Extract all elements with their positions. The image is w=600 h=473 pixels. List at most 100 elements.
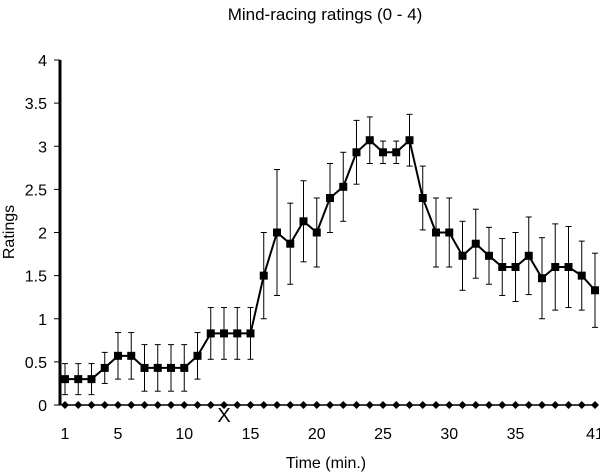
data-point [405, 136, 414, 145]
data-point [273, 228, 281, 237]
data-point [220, 401, 228, 409]
x-tick-label: 1 [61, 426, 70, 443]
x-tick-label: 30 [440, 426, 458, 443]
data-point [114, 351, 122, 360]
data-point [180, 363, 189, 372]
data-point [233, 329, 242, 338]
series-1 [61, 113, 599, 396]
data-point [153, 401, 162, 409]
data-point [524, 401, 533, 409]
data-point [498, 401, 507, 409]
data-point [127, 351, 136, 360]
y-tick-label: 0 [38, 398, 47, 415]
y-tick-label: 3.5 [25, 96, 47, 113]
data-point [206, 329, 215, 338]
x-tick-label: 5 [114, 426, 123, 443]
data-point [100, 363, 109, 372]
y-tick-label: 2 [38, 226, 47, 243]
data-point [180, 401, 189, 409]
data-point [458, 401, 467, 409]
data-point [498, 263, 507, 271]
data-point [445, 401, 454, 409]
data-point [193, 401, 202, 409]
data-point [511, 263, 520, 271]
data-point [74, 401, 83, 409]
data-point [312, 228, 321, 237]
x-tick-label: 25 [374, 426, 392, 443]
x-tick-label: 10 [175, 426, 193, 443]
data-point [551, 401, 560, 409]
data-point [511, 401, 520, 409]
data-point [392, 401, 401, 409]
x-tick-label: 35 [507, 426, 525, 443]
data-point [564, 401, 573, 409]
data-point [100, 401, 109, 409]
chart-title: Mind-racing ratings (0 - 4) [228, 5, 423, 24]
data-point [365, 136, 374, 145]
y-tick-label: 1.5 [25, 269, 47, 286]
x-marker-annotation: X [217, 405, 230, 427]
data-point [87, 375, 96, 384]
data-point [299, 217, 308, 226]
data-point [61, 401, 69, 409]
data-point [312, 401, 321, 409]
data-point [167, 401, 175, 409]
y-axis-ticks: 0 0.5 1 1.5 2 2.5 3 3.5 4 [25, 53, 60, 415]
data-point [259, 271, 268, 280]
data-point [339, 182, 348, 191]
y-axis-title: Ratings [1, 205, 18, 259]
data-point [220, 329, 228, 338]
y-tick-label: 3 [38, 139, 47, 156]
data-point [564, 263, 573, 271]
data-point [379, 401, 387, 409]
data-point [591, 286, 599, 295]
data-point [365, 401, 374, 409]
data-point [127, 401, 136, 409]
data-point [206, 401, 215, 409]
y-tick-label: 0.5 [25, 355, 47, 372]
data-point [74, 375, 83, 384]
data-point [246, 401, 255, 409]
data-point [299, 401, 308, 409]
data-point [114, 401, 122, 409]
data-point [193, 351, 202, 360]
data-point [471, 239, 480, 248]
data-point [458, 251, 467, 260]
data-point [167, 363, 175, 372]
data-point [286, 239, 295, 248]
data-point [352, 148, 361, 157]
data-point [286, 401, 295, 409]
series-2 [61, 401, 599, 409]
data-point [485, 401, 493, 409]
data-point [392, 148, 401, 157]
data-point [352, 401, 361, 409]
plot-area [61, 113, 599, 409]
x-tick-label: 41 [586, 426, 600, 443]
data-point [233, 401, 242, 409]
data-point [432, 228, 440, 237]
data-point [153, 363, 162, 372]
data-point [538, 401, 546, 409]
data-point [432, 401, 440, 409]
data-point [524, 251, 533, 260]
data-point [140, 363, 149, 372]
data-point [379, 148, 387, 157]
data-point [273, 401, 281, 409]
data-point [418, 194, 427, 202]
data-point [538, 274, 546, 283]
data-point [405, 401, 414, 409]
data-point [485, 251, 493, 260]
y-tick-label: 2.5 [25, 182, 47, 199]
data-point [418, 401, 427, 409]
x-tick-label: 20 [308, 426, 326, 443]
data-point [326, 194, 334, 202]
x-tick-label: 15 [242, 426, 260, 443]
data-point [551, 263, 560, 271]
data-point [259, 401, 268, 409]
data-point [577, 271, 586, 280]
y-tick-label: 1 [38, 312, 47, 329]
data-point [326, 401, 334, 409]
data-point [61, 375, 69, 384]
y-tick-label: 4 [38, 53, 47, 70]
